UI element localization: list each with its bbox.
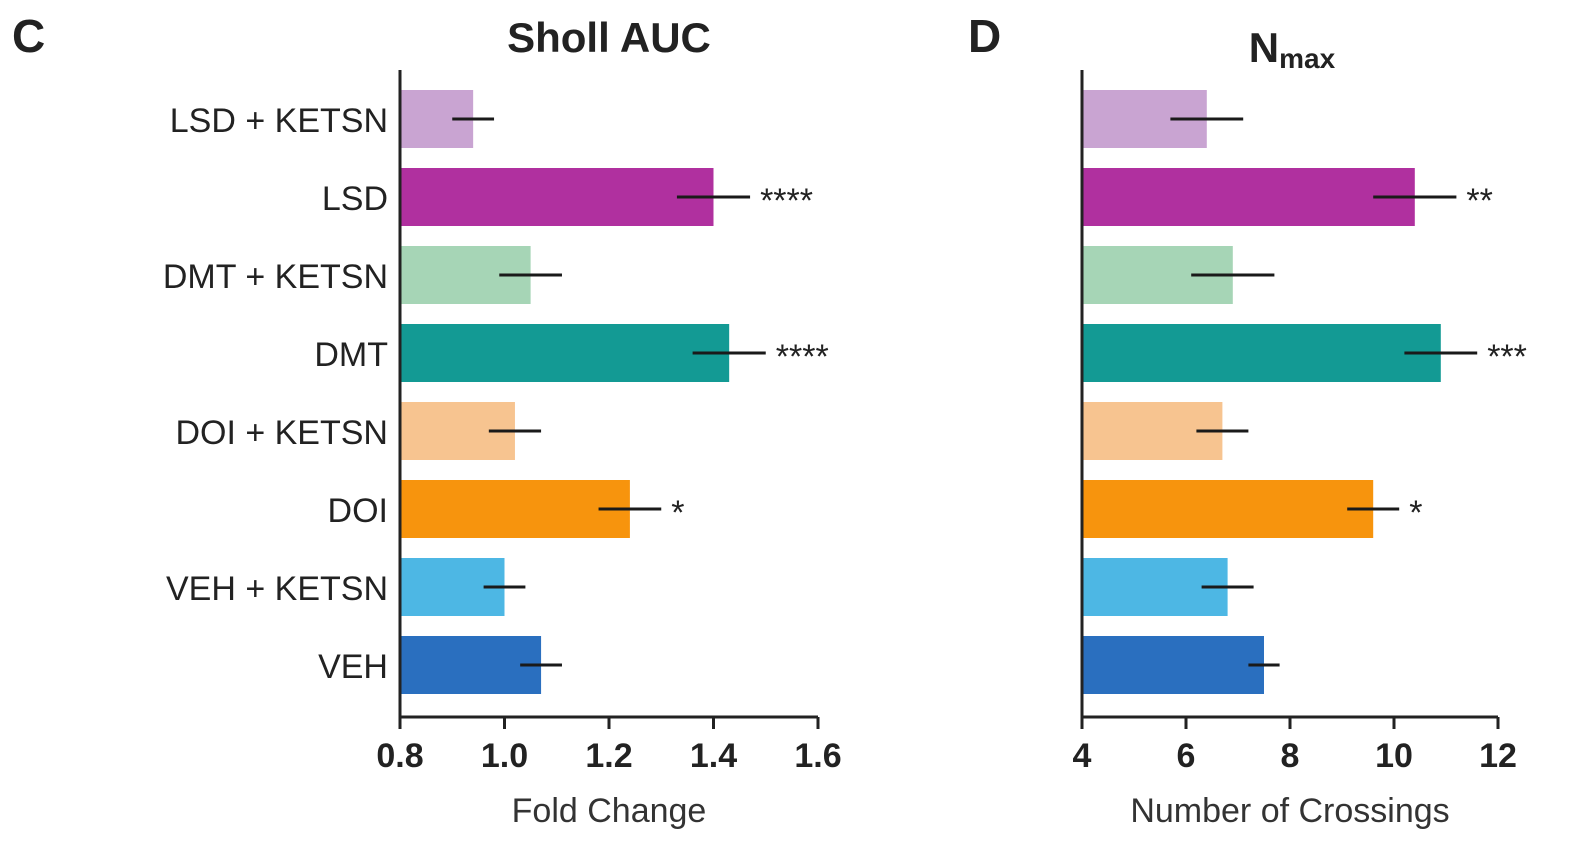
significance-doi: * — [671, 494, 684, 532]
category-label-dmt: DMT — [314, 336, 388, 374]
x-tick-label-6: 6 — [1177, 737, 1196, 775]
panel-label-d: D — [968, 10, 1001, 62]
category-label-lsd-ketsn: LSD + KETSN — [170, 102, 388, 140]
x-axis-label-fold-change: Fold Change — [512, 792, 707, 830]
chart-title-nmax-subscript: max — [1279, 43, 1335, 74]
x-tick-label-1-4: 1.4 — [690, 737, 737, 775]
significance-lsd: **** — [760, 182, 813, 220]
x-tick-label-4: 4 — [1073, 737, 1092, 775]
significance-dmt: **** — [776, 338, 829, 376]
category-label-doi-ketsn: DOI + KETSN — [175, 414, 388, 452]
x-axis-label-number-of-crossings: Number of Crossings — [1130, 792, 1449, 830]
bar-doi — [1082, 480, 1374, 538]
chart-title-nmax: Nmax — [1249, 24, 1336, 74]
x-tick-label-1-6: 1.6 — [794, 737, 841, 775]
nmax-plot: ******4 6 8 10 12 — [1073, 70, 1527, 775]
significance-doi: * — [1409, 494, 1422, 532]
sholl-auc-panel: C Sholl AUC Fold Change LSD + KETSN****L… — [12, 10, 842, 830]
category-label-dmt-ketsn: DMT + KETSN — [163, 258, 388, 296]
category-label-lsd: LSD — [322, 180, 388, 218]
bar-lsd — [1082, 168, 1415, 226]
category-label-veh-ketsn: VEH + KETSN — [166, 570, 388, 608]
bar-doi — [400, 480, 630, 538]
panel-label-c: C — [12, 10, 45, 62]
significance-lsd: ** — [1466, 182, 1492, 220]
x-tick-label-0-8: 0.8 — [376, 737, 423, 775]
significance-dmt: *** — [1487, 338, 1527, 376]
bar-veh — [1082, 636, 1264, 694]
x-tick-label-12: 12 — [1479, 737, 1517, 775]
x-tick-label-1-0: 1.0 — [481, 737, 528, 775]
bar-lsd — [400, 168, 714, 226]
category-label-doi: DOI — [328, 492, 388, 530]
x-tick-label-1-2: 1.2 — [585, 737, 632, 775]
sholl-auc-plot: LSD + KETSN **** LSD DMT + KETSN **** DMT DOI … — [163, 70, 842, 775]
x-tick-label-8: 8 — [1281, 737, 1300, 775]
category-label-veh: VEH — [318, 648, 388, 686]
chart-title-nmax-main: N — [1249, 24, 1279, 71]
bar-veh — [400, 636, 542, 694]
x-tick-label-10: 10 — [1375, 737, 1413, 775]
chart-title-sholl-auc: Sholl AUC — [507, 14, 711, 61]
bar-dmt — [400, 324, 730, 382]
nmax-panel: D Nmax Number of Crossings ******4 6 8 10 12 — [968, 10, 1527, 830]
bar-dmt — [1082, 324, 1441, 382]
